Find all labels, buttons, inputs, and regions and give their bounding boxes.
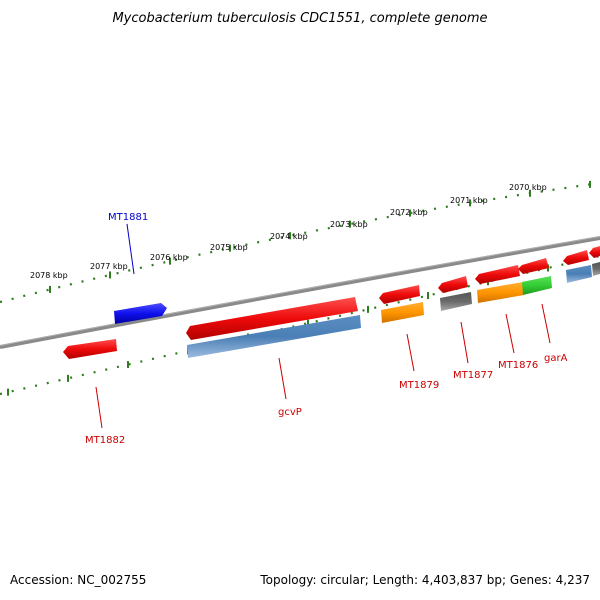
outer-ruler-ticks bbox=[49, 180, 591, 293]
gene-feature-2071a[interactable] bbox=[438, 276, 468, 293]
ruler-label-2074: 2074 kbp bbox=[270, 232, 308, 241]
gene-label-garA[interactable]: garA bbox=[544, 353, 568, 364]
gene-feature-steel-2069[interactable] bbox=[566, 265, 592, 283]
ruler-label-2077: 2077 kbp bbox=[90, 262, 128, 271]
gene-feature-2069a[interactable] bbox=[563, 250, 589, 265]
gene-MT1882-feature[interactable] bbox=[63, 339, 117, 359]
ruler-label-2076: 2076 kbp bbox=[150, 253, 188, 262]
gene-label-MT1882[interactable]: MT1882 bbox=[85, 435, 125, 446]
gene-label-gcvP[interactable]: gcvP bbox=[278, 407, 302, 418]
genome-backbone bbox=[0, 236, 600, 349]
genome-summary: Topology: circular; Length: 4,403,837 bp… bbox=[260, 573, 590, 587]
gene-gcvP-rna[interactable] bbox=[187, 315, 361, 358]
leader-line-MT1881 bbox=[126, 223, 135, 275]
leader-line-MT1877 bbox=[460, 321, 469, 364]
ruler-labels: 2078 kbp 2077 kbp 2076 kbp 2075 kbp 2074… bbox=[30, 183, 547, 280]
gene-feature-2072a[interactable] bbox=[379, 285, 420, 304]
gene-label-MT1879[interactable]: MT1879 bbox=[399, 380, 439, 391]
gene-label-MT1876[interactable]: MT1876 bbox=[498, 360, 538, 371]
gene-feature-2071b[interactable] bbox=[475, 265, 520, 284]
gene-MT1877-feature[interactable] bbox=[440, 292, 472, 311]
gene-MT1879-feature[interactable] bbox=[381, 302, 424, 323]
gene-label-MT1877[interactable]: MT1877 bbox=[453, 370, 493, 381]
ruler-label-2075: 2075 kbp bbox=[210, 243, 248, 252]
ruler-label-2073: 2073 kbp bbox=[330, 220, 368, 229]
genome-title: Mycobacterium tuberculosis CDC1551, comp… bbox=[112, 11, 487, 26]
gene-garA-feature[interactable] bbox=[522, 276, 552, 295]
leader-line-garA bbox=[541, 303, 551, 344]
gene-feature-2069b[interactable] bbox=[589, 246, 600, 258]
ruler-label-2070: 2070 kbp bbox=[509, 183, 547, 192]
genome-backbone-highlight bbox=[0, 236, 600, 346]
gene-MT1881-feature[interactable] bbox=[114, 303, 167, 324]
gene-feature-2070a[interactable] bbox=[518, 258, 549, 274]
gene-label-MT1881[interactable]: MT1881 bbox=[108, 212, 148, 223]
ruler-label-2078: 2078 kbp bbox=[30, 271, 68, 280]
ruler-label-2072: 2072 kbp bbox=[390, 208, 428, 217]
leader-line-gcvP bbox=[278, 357, 287, 400]
ruler-label-2071: 2071 kbp bbox=[450, 196, 488, 205]
leader-line-MT1882 bbox=[95, 386, 103, 429]
accession-info: Accession: NC_002755 bbox=[10, 573, 147, 587]
gene-feature-gray-2069[interactable] bbox=[592, 262, 600, 276]
gene-MT1876-feature[interactable] bbox=[477, 282, 524, 303]
outer-ruler-track bbox=[0, 181, 600, 304]
leader-line-MT1879 bbox=[406, 333, 415, 372]
gene-MT1880-feature[interactable] bbox=[186, 297, 358, 340]
leader-line-MT1876 bbox=[505, 313, 515, 354]
